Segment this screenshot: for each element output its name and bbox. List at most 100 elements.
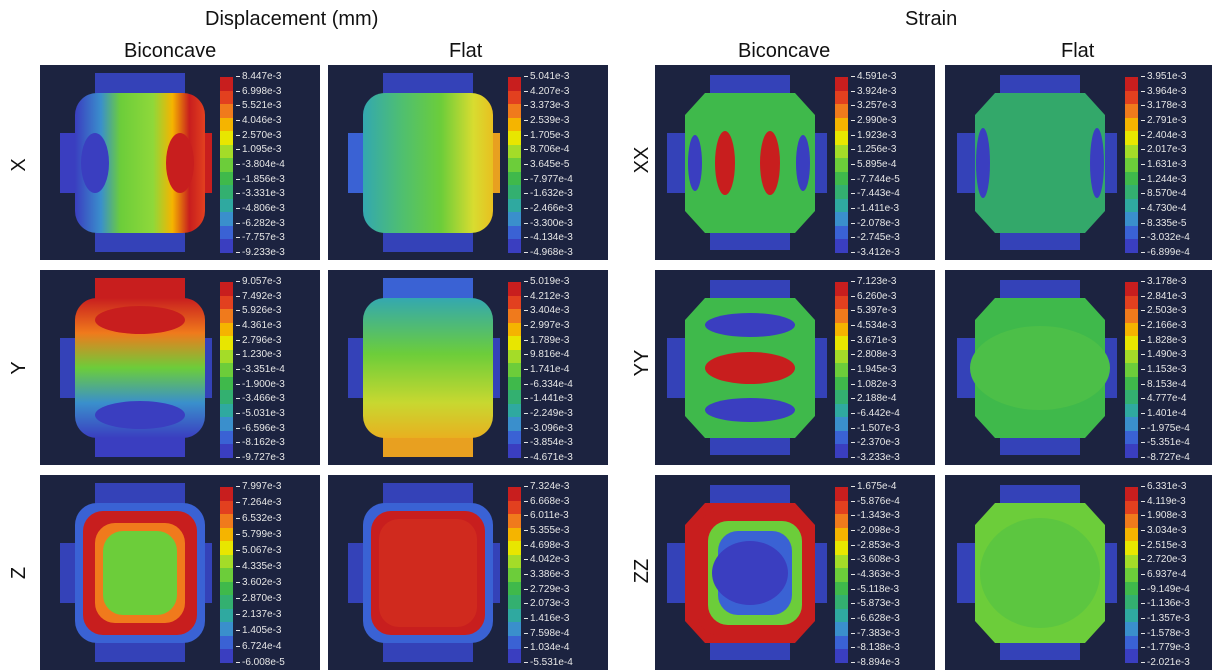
row-label-zz: ZZ [631, 558, 653, 584]
colorbar [1125, 77, 1138, 253]
colorbar-segment [220, 117, 233, 132]
colorbar-tick-label: -1.357e-3 [1141, 613, 1190, 625]
colorbar-segment [508, 403, 521, 418]
colorbar-tick-label: 4.335e-3 [236, 561, 281, 573]
colorbar-segment [835, 568, 848, 582]
colorbar-tick-label: 3.645e-5 [524, 159, 569, 171]
panel-strain-xx-biconcave: 4.591e-3 3.924e-3 3.257e-3 2.990e-3 1.923e-3… [655, 65, 935, 260]
colorbar-segment [508, 349, 521, 364]
colorbar-segment [220, 322, 233, 337]
colorbar-tick-label: 5.521e-3 [236, 100, 281, 112]
colorbar-segment [1125, 417, 1138, 431]
colorbar-segment [835, 363, 848, 377]
mesh-body [975, 93, 1105, 233]
col-header-biconcave-strain: Biconcave [738, 40, 831, 62]
colorbar-segment [508, 649, 521, 663]
colorbar [508, 77, 521, 253]
colorbar-tick-label: 1.705e-3 [524, 130, 569, 142]
colorbar-segment [508, 376, 521, 391]
contour-field [667, 485, 827, 660]
colorbar-tick-label: -2.370e-3 [851, 437, 900, 449]
mesh-tab [667, 543, 689, 603]
colorbar-segment [1125, 430, 1138, 445]
colorbar-tick-label: -7.443e-4 [851, 188, 900, 200]
colorbar-tick-label: -1.856e-3 [236, 174, 285, 186]
colorbar-tick-label: 8.706e-4 [524, 144, 569, 156]
colorbar-segment [1125, 185, 1138, 199]
colorbar-tick-label: -5.873e-3 [851, 598, 900, 610]
colorbar-segment [835, 390, 848, 404]
colorbar-ticks: 5.019e-3 4.212e-3 3.404e-3 2.997e-3 1.789e-3… [524, 275, 608, 465]
colorbar-segment [508, 487, 521, 501]
colorbar-segment [835, 417, 848, 431]
colorbar-tick-label: 1.631e-3 [1141, 159, 1186, 171]
colorbar-tick-label: 7.492e-3 [236, 291, 281, 303]
colorbar-tick-label: -2.466e-3 [524, 203, 573, 215]
colorbar-segment [835, 487, 848, 501]
colorbar-segment [1125, 349, 1138, 364]
colorbar-segment [220, 444, 233, 458]
colorbar-tick-label: -6.442e-4 [851, 408, 900, 420]
colorbar-segment [835, 541, 848, 555]
colorbar-tick-label: -5.118e-3 [851, 584, 899, 596]
contour-blob [976, 128, 990, 198]
colorbar-segment [835, 608, 848, 623]
colorbar-tick-label: 3.386e-3 [524, 569, 569, 581]
colorbar-tick-label: -2.098e-3 [851, 525, 900, 537]
colorbar-ticks: 5.041e-3 4.207e-3 3.373e-3 2.539e-3 1.705e-3… [524, 70, 608, 260]
colorbar-tick-label: 9.816e-4 [524, 349, 569, 361]
colorbar-tick-label: 5.895e-4 [851, 159, 896, 171]
row-label-z: Z [8, 566, 30, 580]
contour-blob [166, 133, 194, 193]
colorbar-segment [220, 417, 233, 431]
contour-field [957, 485, 1117, 660]
colorbar-tick-label: 2.729e-3 [524, 584, 569, 596]
mesh-tab [1000, 638, 1080, 660]
colorbar-segment [835, 212, 848, 226]
mesh-tab [95, 435, 185, 457]
colorbar-tick-label: -3.233e-3 [851, 452, 900, 464]
colorbar-tick-label: 2.073e-3 [524, 598, 569, 610]
colorbar-tick-label: 1.416e-3 [524, 613, 569, 625]
colorbar-segment [220, 514, 233, 528]
colorbar-segment [220, 336, 233, 350]
contour-blob [95, 401, 185, 429]
contour-field [957, 75, 1117, 250]
colorbar [508, 487, 521, 663]
colorbar-tick-label: 5.799e-3 [236, 529, 281, 541]
colorbar-segment [508, 171, 521, 186]
contour-blob [688, 135, 702, 191]
colorbar-tick-label: 7.123e-3 [851, 276, 896, 288]
row-label-yy: YY [631, 349, 653, 377]
colorbar-tick-label: -4.134e-3 [524, 232, 573, 244]
colorbar-tick-label: -9.727e-3 [236, 452, 285, 464]
colorbar-tick-label: 4.534e-3 [851, 320, 896, 332]
colorbar-segment [508, 212, 521, 226]
colorbar-tick-label: -9.149e-4 [1141, 584, 1190, 596]
colorbar-tick-label: -9.233e-3 [236, 247, 285, 259]
colorbar-tick-label: 1.945e-3 [851, 364, 896, 376]
colorbar-segment [835, 309, 848, 323]
colorbar-segment [508, 104, 521, 118]
colorbar-segment [835, 144, 848, 159]
colorbar-segment [835, 514, 848, 528]
colorbar-segment [835, 376, 848, 391]
colorbar-segment [1125, 500, 1138, 515]
colorbar-tick-label: -1.632e-3 [524, 188, 573, 200]
colorbar-tick-label: -7.757e-3 [236, 232, 285, 244]
colorbar-segment [220, 185, 233, 199]
colorbar-segment [508, 541, 521, 555]
colorbar-tick-label: -4.671e-3 [524, 452, 573, 464]
colorbar-tick-label: 4.119e-3 [1141, 496, 1186, 508]
colorbar-segment [220, 376, 233, 391]
colorbar-segment [835, 322, 848, 337]
mesh-tab [383, 73, 473, 95]
contour-blob [95, 306, 185, 334]
colorbar-tick-label: -3.804e-4 [236, 159, 285, 171]
colorbar-segment [1125, 131, 1138, 145]
colorbar-segment [508, 417, 521, 431]
mesh-tab [710, 75, 790, 97]
colorbar-segment [835, 336, 848, 350]
mesh-body [685, 93, 815, 233]
colorbar-segment [835, 282, 848, 296]
